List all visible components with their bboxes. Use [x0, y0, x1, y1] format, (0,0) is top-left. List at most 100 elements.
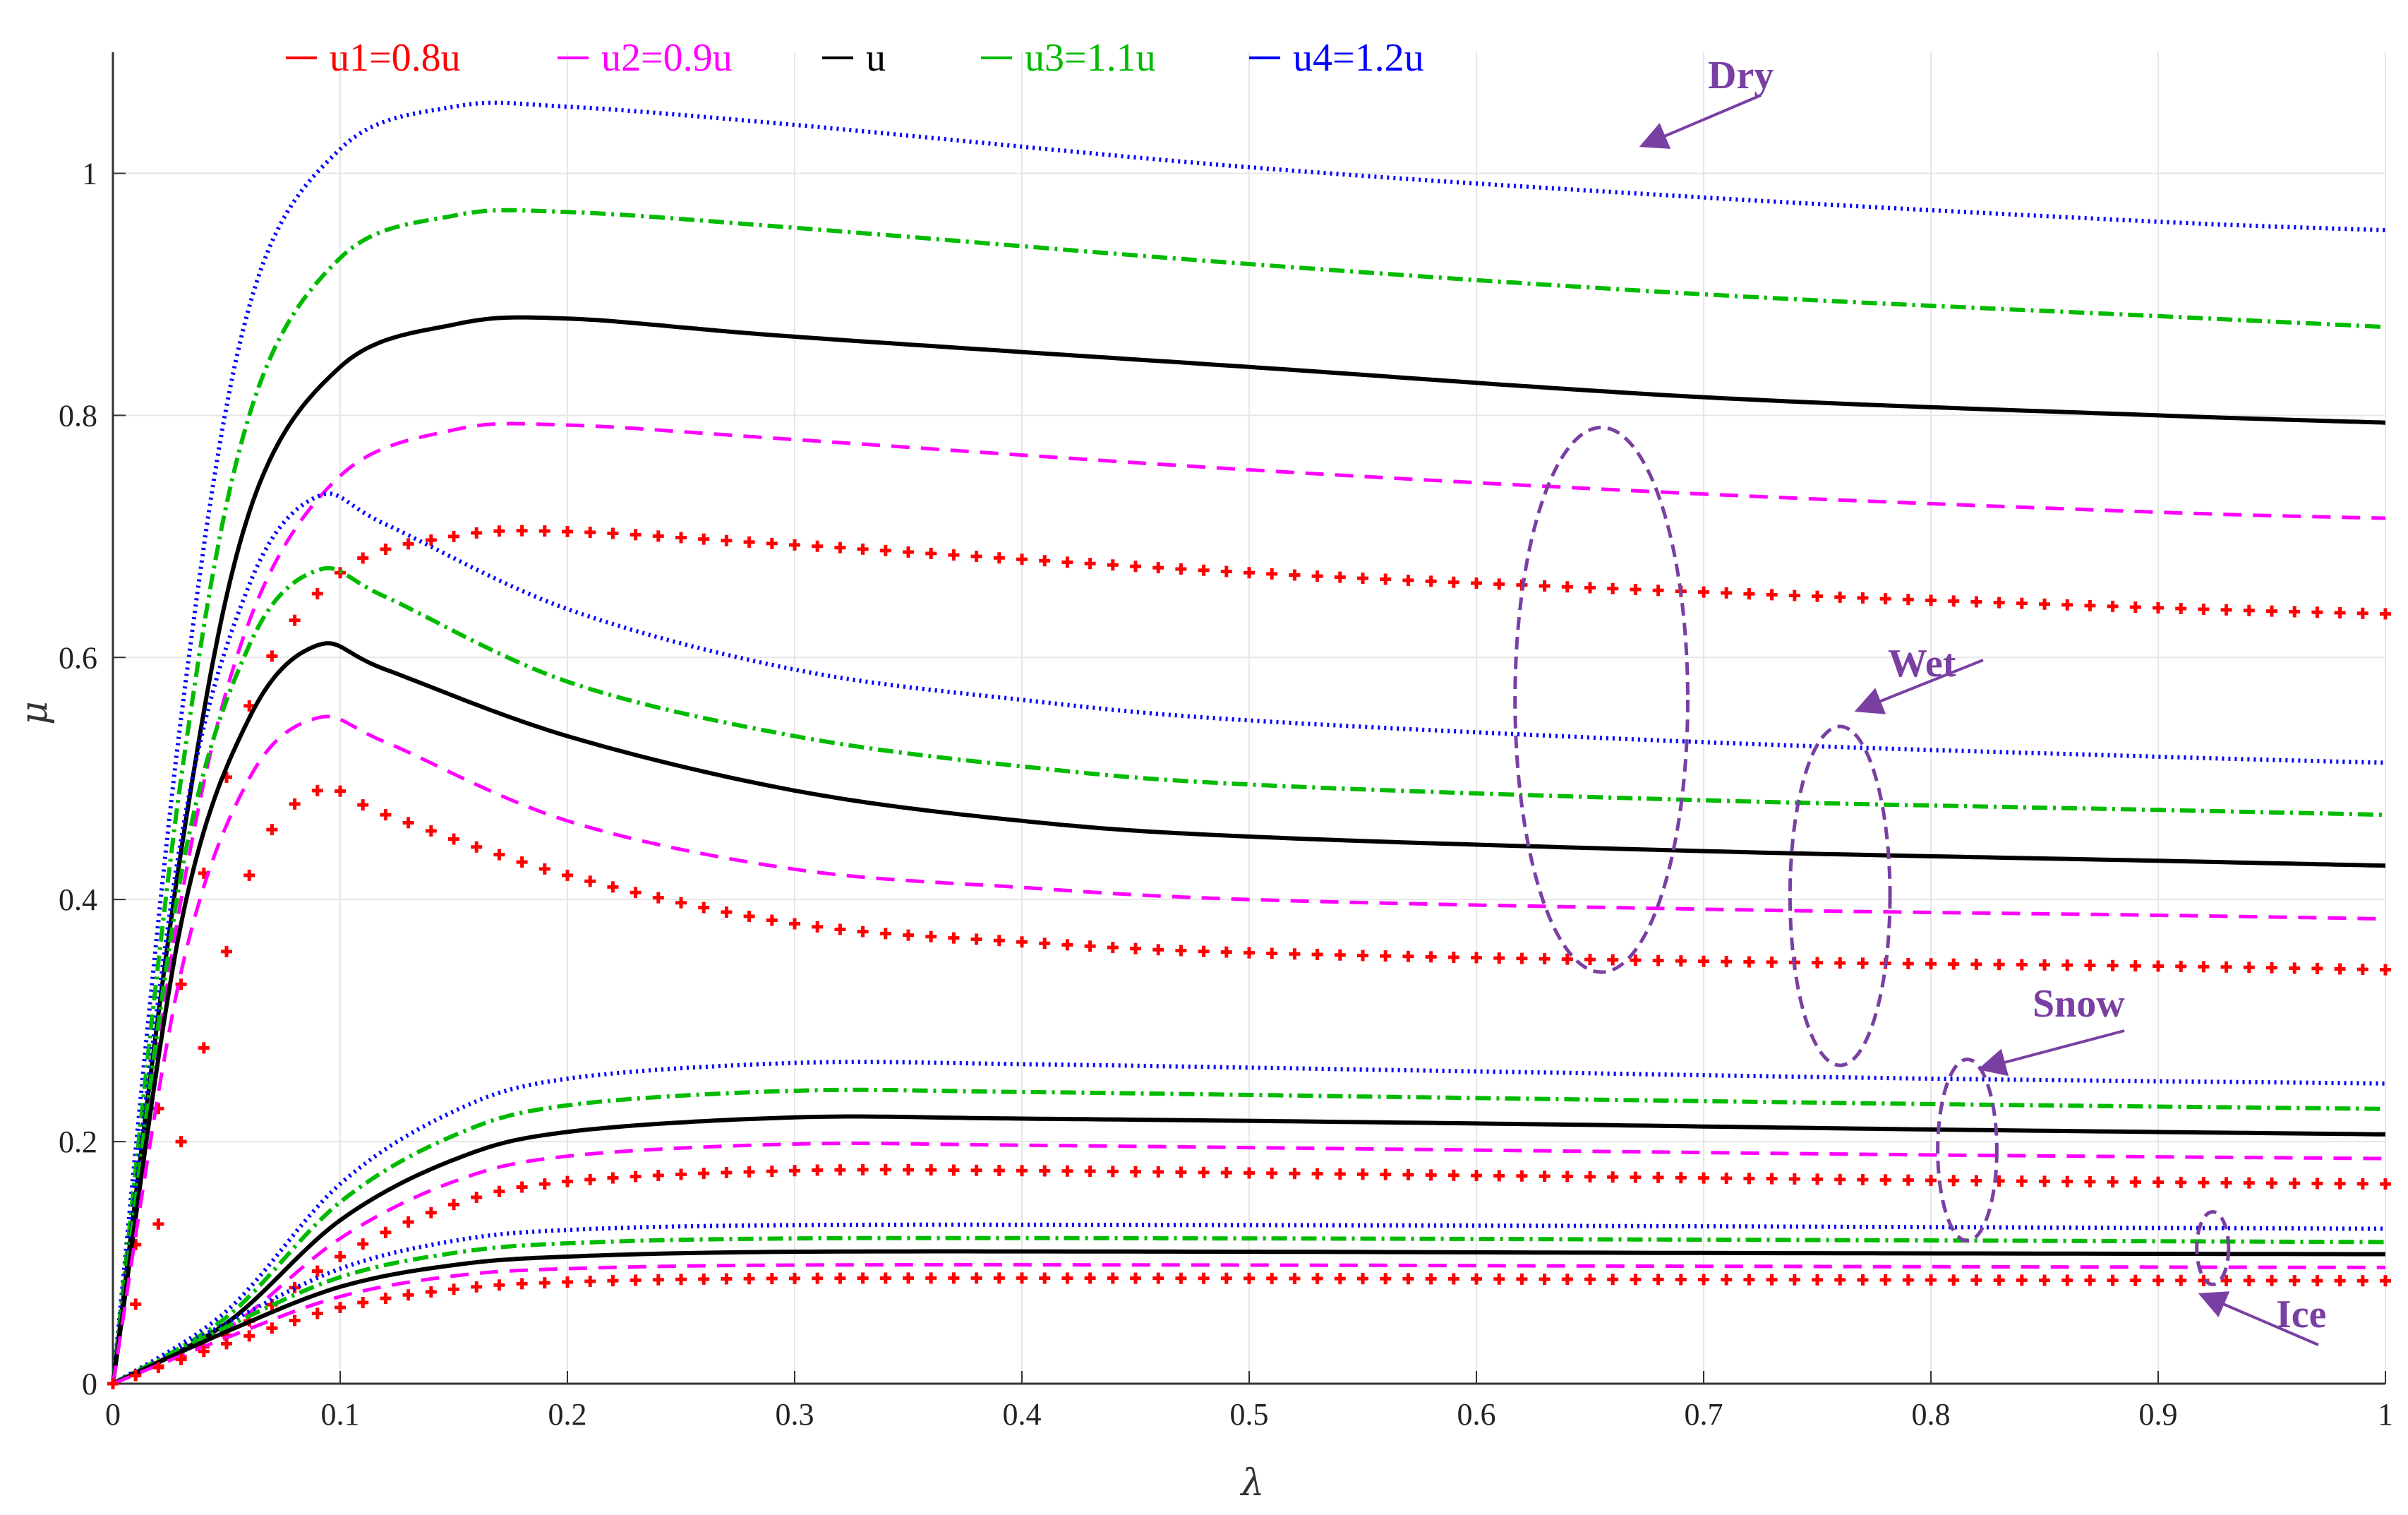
plus-marker [652, 1274, 664, 1286]
plus-marker [1902, 957, 1914, 969]
annotations: Dry Wet Snow Ice [1513, 54, 2327, 1346]
plus-marker [789, 1165, 800, 1177]
annotation-snow: Snow [1936, 982, 2125, 1243]
plus-marker [2016, 959, 2028, 971]
plus-marker [630, 1274, 642, 1286]
plus-marker [1266, 947, 1278, 959]
plus-marker [2243, 604, 2255, 616]
plus-marker [2334, 1275, 2346, 1287]
plus-marker [970, 933, 982, 945]
plus-marker [1357, 573, 1368, 585]
plus-marker [1675, 1274, 1687, 1286]
plus-marker [993, 552, 1005, 564]
plus-marker [175, 1136, 187, 1148]
plus-marker [1675, 955, 1687, 967]
group-ice [107, 1222, 2391, 1389]
plus-marker [175, 1353, 187, 1365]
plus-marker [879, 1272, 891, 1284]
plus-marker [1244, 1167, 1255, 1179]
plus-marker [2016, 1175, 2028, 1187]
plus-marker [2107, 1176, 2119, 1188]
plus-marker [903, 1163, 914, 1175]
plus-marker [1107, 559, 1119, 571]
plus-marker [357, 1238, 369, 1250]
annotation-ellipse [1936, 1058, 1999, 1243]
plus-marker [311, 784, 323, 796]
plus-marker [471, 1281, 483, 1293]
plus-marker [152, 1218, 164, 1230]
plus-marker [1630, 583, 1642, 595]
plus-marker [2356, 964, 2368, 976]
plus-marker [1516, 1273, 1528, 1285]
plus-marker [1857, 957, 1869, 969]
plus-marker [538, 863, 550, 875]
plus-marker [993, 1272, 1005, 1284]
plus-marker [221, 945, 232, 957]
x-tick-label: 0 [105, 1397, 121, 1432]
plus-marker [1402, 574, 1414, 586]
plus-marker [1425, 1273, 1437, 1285]
plus-marker [2061, 1274, 2073, 1286]
annotation-arrow [1977, 1029, 2125, 1077]
plus-marker [970, 551, 982, 563]
plus-marker [1561, 1170, 1573, 1182]
plus-marker [1539, 953, 1551, 965]
plus-marker [1698, 1274, 1709, 1286]
plus-marker [2289, 1178, 2301, 1190]
plus-marker [1902, 1174, 1914, 1186]
plus-marker [1220, 565, 1232, 577]
annotation-ellipse [1513, 426, 1690, 974]
x-tick-label: 0.3 [776, 1397, 814, 1432]
plus-marker [2220, 604, 2232, 616]
plus-marker [1493, 1170, 1505, 1182]
plus-marker [903, 929, 914, 941]
plus-marker [2129, 960, 2141, 972]
plus-marker [857, 543, 869, 555]
plus-marker [1743, 1274, 1755, 1286]
plus-marker [2356, 1275, 2368, 1287]
plus-marker [2220, 1274, 2232, 1286]
plus-marker [1152, 1166, 1164, 1178]
plus-marker [380, 543, 392, 555]
plus-marker [2061, 959, 2073, 971]
plus-marker [1925, 958, 1937, 970]
plus-marker [2334, 1178, 2346, 1190]
plus-marker [2153, 1176, 2164, 1188]
plus-marker [107, 1378, 119, 1389]
x-tick-label: 0.1 [321, 1397, 360, 1432]
plus-marker [1584, 582, 1596, 594]
series-dry-u4-1-2u [111, 100, 2386, 1384]
plus-marker [2107, 959, 2119, 971]
plus-marker [562, 1276, 573, 1288]
legend-label: u [866, 36, 886, 80]
plus-marker [812, 1164, 824, 1176]
plus-marker [675, 1168, 687, 1180]
plus-marker [1402, 1169, 1414, 1181]
plus-marker [2107, 1274, 2119, 1286]
x-tick-label: 0.6 [1457, 1397, 1496, 1432]
plus-marker [2039, 959, 2050, 971]
plus-marker [2198, 961, 2210, 973]
plus-marker [1198, 564, 1210, 576]
plus-marker [948, 1164, 960, 1176]
plus-marker [402, 538, 414, 550]
annotation-label: Ice [2276, 1293, 2327, 1336]
plus-marker [266, 1322, 278, 1334]
plus-marker [2084, 1175, 2096, 1187]
plus-marker [652, 530, 664, 542]
plus-marker [2289, 1275, 2301, 1287]
x-tick-label: 1 [2378, 1397, 2393, 1432]
plus-marker [402, 1289, 414, 1301]
plus-marker [948, 549, 960, 561]
plus-marker [1084, 940, 1096, 952]
plus-marker [1857, 1274, 1869, 1286]
x-axis-label: λ [1240, 1462, 1265, 1504]
plus-marker [1993, 1274, 2005, 1286]
plus-marker [1812, 957, 1823, 969]
plus-marker [1970, 596, 1982, 608]
plus-marker [1834, 1274, 1846, 1286]
plus-marker [448, 833, 459, 845]
plus-marker [970, 1164, 982, 1176]
plus-marker [675, 1274, 687, 1286]
plus-marker [289, 614, 301, 626]
